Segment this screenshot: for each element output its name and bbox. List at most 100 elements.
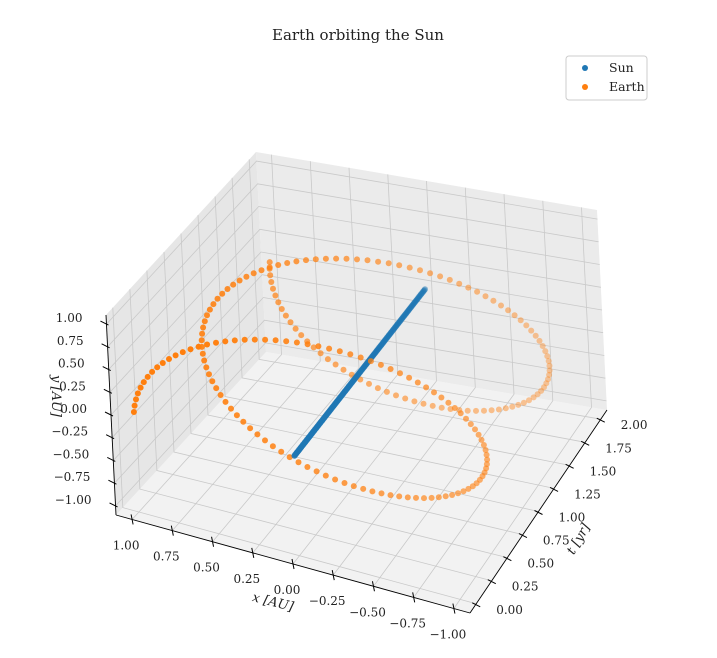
data-point-earth	[526, 397, 532, 404]
data-point-earth	[451, 405, 458, 411]
x-tick	[130, 514, 134, 525]
y-axis-label: y [AU]	[48, 374, 63, 418]
data-point-earth	[456, 280, 463, 287]
data-point-earth	[402, 395, 409, 402]
grid-line-x	[413, 200, 554, 598]
t-tick-label: 0.75	[543, 534, 570, 548]
data-point-earth	[366, 380, 372, 387]
y-tick	[100, 320, 109, 326]
data-point-earth	[528, 327, 535, 334]
data-point-earth	[286, 454, 293, 461]
data-point-earth	[393, 392, 399, 399]
y-tick-label: −1.00	[55, 493, 92, 507]
y-tick-label: −0.25	[51, 425, 88, 439]
data-point-earth	[275, 262, 282, 268]
t-tick-label: 2.00	[621, 418, 648, 432]
data-point-earth	[539, 343, 546, 349]
data-point-earth	[172, 352, 179, 359]
legend-marker-earth	[582, 84, 588, 90]
data-point-earth	[206, 306, 213, 313]
data-point-earth	[523, 322, 530, 329]
t-axis-line	[469, 409, 608, 614]
data-point-earth	[204, 312, 210, 319]
data-point-earth	[442, 493, 449, 500]
data-point-earth	[315, 343, 322, 350]
data-point-earth	[262, 336, 269, 343]
data-point-earth	[310, 344, 317, 351]
data-point-earth	[383, 388, 390, 395]
grid-line-y	[114, 319, 606, 484]
t-tick	[472, 602, 481, 608]
grid-line-x	[332, 187, 476, 576]
y-tick-label: −0.75	[54, 470, 91, 484]
data-point-earth	[201, 318, 208, 325]
data-point-earth	[322, 255, 329, 262]
data-point-earth	[530, 394, 537, 401]
data-point-earth	[206, 371, 212, 378]
data-point-earth	[482, 447, 489, 453]
data-point-earth	[336, 348, 343, 355]
x-tick-label: −0.25	[309, 594, 346, 608]
data-point-earth	[536, 337, 543, 344]
data-point-earth	[350, 483, 357, 490]
x-tick-label: 0.75	[153, 550, 180, 564]
data-point-earth	[267, 272, 274, 279]
data-point-earth	[465, 284, 472, 291]
data-point-earth	[198, 337, 205, 344]
grid-line-t	[163, 251, 523, 535]
data-point-earth	[413, 494, 419, 501]
x-tick-label: 0.50	[193, 561, 220, 575]
data-point-earth	[429, 402, 436, 409]
data-point-earth	[332, 361, 339, 368]
data-point-earth	[224, 286, 231, 292]
data-point-earth	[482, 293, 489, 300]
data-point-earth	[203, 364, 210, 371]
grid-line-y	[115, 342, 607, 507]
data-point-earth	[520, 399, 527, 406]
data-point-earth	[474, 288, 481, 295]
data-point-earth	[420, 400, 427, 407]
x-tick	[251, 547, 255, 558]
y-tick-label: 0.00	[60, 402, 87, 416]
data-point-earth	[137, 384, 144, 391]
data-point-earth	[541, 384, 547, 391]
data-point-earth	[472, 426, 478, 433]
y-tick-label: 0.50	[58, 357, 85, 371]
data-point-earth	[131, 402, 138, 409]
data-point-earth	[341, 480, 348, 486]
data-point-earth	[460, 488, 467, 495]
data-point-earth	[446, 276, 453, 283]
data-point-earth	[278, 448, 285, 455]
legend-label-earth: Earth	[609, 79, 645, 94]
grid-line-t	[214, 196, 570, 466]
data-point-earth	[378, 490, 385, 497]
data-point-earth	[144, 373, 151, 380]
y-tick	[107, 457, 116, 462]
data-point-earth	[463, 415, 469, 422]
data-point-earth	[247, 425, 254, 432]
data-point-earth	[544, 353, 551, 360]
data-point-earth	[483, 451, 490, 458]
t-tick	[565, 463, 574, 469]
x-tick-label: −0.75	[389, 616, 426, 630]
data-point-earth	[431, 389, 437, 396]
grid-line-y	[113, 297, 605, 461]
data-point-earth	[449, 492, 456, 498]
grid-line-y	[109, 228, 601, 393]
data-points	[130, 255, 553, 502]
data-point-earth	[480, 442, 487, 448]
data-point-earth	[159, 360, 166, 366]
data-point-earth	[254, 431, 261, 438]
t-tick	[518, 533, 528, 539]
grid-line-t	[231, 177, 586, 443]
y-tick	[103, 388, 113, 394]
data-point-earth	[272, 337, 279, 344]
data-point-earth	[230, 281, 237, 288]
data-point-earth	[357, 354, 364, 361]
data-point-earth	[214, 295, 221, 302]
data-point-earth	[417, 267, 423, 274]
data-point-earth	[130, 409, 137, 415]
data-point-earth	[272, 292, 279, 299]
data-point-earth	[200, 324, 207, 331]
